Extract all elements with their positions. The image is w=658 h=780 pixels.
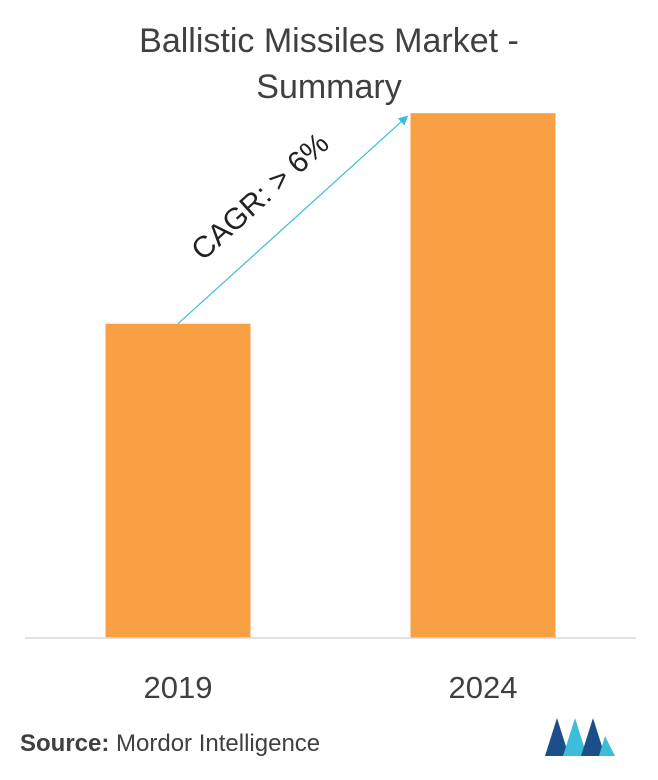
chart-title: Ballistic Missiles Market - Summary bbox=[0, 18, 658, 110]
mordor-intelligence-logo bbox=[545, 718, 615, 756]
chart-title-line-2: Summary bbox=[256, 68, 402, 106]
bar-2019 bbox=[105, 323, 251, 638]
chart-title-line-1: Ballistic Missiles Market - bbox=[139, 22, 519, 60]
source-note: Source: Mordor Intelligence bbox=[20, 730, 320, 758]
cagr-annotation: CAGR: > 6% bbox=[185, 127, 335, 267]
cagr-arrow bbox=[177, 115, 409, 325]
bar-2024 bbox=[410, 113, 556, 638]
source-label: Source: bbox=[20, 730, 110, 757]
x-tick-label-2019: 2019 bbox=[144, 670, 213, 705]
x-tick-label-2024: 2024 bbox=[449, 670, 518, 705]
source-value: Mordor Intelligence bbox=[109, 730, 321, 757]
